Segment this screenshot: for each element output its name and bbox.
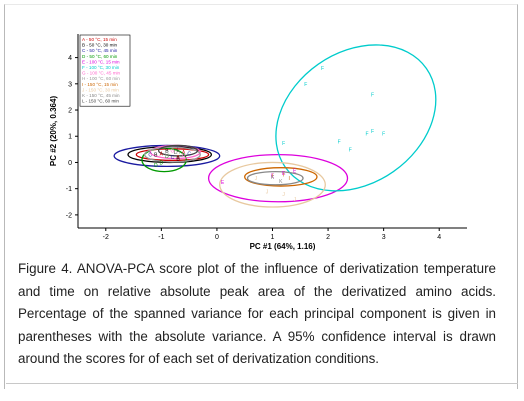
x-tick-label: 0: [215, 234, 219, 241]
confidence-ellipse-k: [246, 170, 304, 186]
confidence-ellipse-h: [144, 146, 201, 163]
legend-entry-l: L - 150 °C, 60 min: [82, 99, 119, 104]
score-point-h: H: [165, 153, 169, 159]
score-point-a: A: [176, 155, 180, 161]
x-tick-label: 2: [326, 234, 330, 241]
score-point-f: F: [371, 129, 374, 135]
y-tick-label: -2: [66, 212, 72, 219]
legend-entry-k: K - 150 °C, 45 min: [82, 93, 120, 98]
score-point-f: F: [321, 66, 324, 72]
figure-frame: [4, 4, 518, 389]
confidence-ellipse-j: [219, 161, 326, 208]
confidence-ellipses: [113, 44, 437, 208]
score-point-c: C: [148, 153, 152, 159]
score-point-f: F: [349, 147, 352, 153]
legend-entry-c: C - 50 °C, 45 min: [82, 48, 118, 53]
legend-entry-d: D - 50 °C, 60 min: [82, 54, 118, 59]
score-point-f: F: [282, 141, 285, 147]
x-tick-label: 4: [437, 234, 441, 241]
x-tick-label: -2: [103, 234, 109, 241]
y-axis-label: PC #2 (20%, 0.364): [49, 96, 58, 167]
score-point-d: D: [160, 160, 164, 166]
legend-entry-g: G - 100 °C, 45 min: [82, 71, 121, 76]
score-point-e: E: [221, 180, 225, 186]
y-tick-label: 1: [68, 134, 72, 141]
score-point-d: D: [165, 154, 169, 160]
x-tick-label: -1: [158, 234, 164, 241]
x-tick-label: 3: [382, 234, 386, 241]
x-tick-label: 1: [271, 234, 275, 241]
score-point-k: K: [271, 175, 275, 181]
legend-box: [79, 34, 131, 107]
score-point-g: G: [182, 153, 186, 159]
confidence-ellipse-e: [207, 153, 349, 203]
confidence-ellipse-f: [275, 44, 437, 192]
score-point-f: F: [304, 82, 307, 88]
y-tick-label: 0: [68, 160, 72, 167]
legend-entry-a: A - 50 °C, 15 min: [82, 37, 117, 42]
score-point-f: F: [338, 139, 341, 145]
score-point-c: C: [171, 155, 175, 161]
score-point-i: I: [272, 174, 273, 180]
axes: -2 -1 0 1 2 3 4 -2 -1 0 1 2 3 4: [66, 34, 467, 241]
score-point-j: J: [293, 197, 296, 203]
score-point-f: F: [365, 132, 368, 138]
score-point-f: F: [382, 132, 385, 138]
legend-entry-j: J - 150 °C, 30 min: [82, 87, 119, 92]
confidence-ellipse-l: [157, 144, 199, 157]
y-tick-label: 4: [68, 55, 72, 62]
score-point-b: B: [154, 153, 158, 159]
score-point-b: B: [176, 157, 180, 163]
x-axis-label: PC #1 (64%, 1.16): [250, 242, 316, 251]
legend-entry-b: B - 50 °C, 30 min: [82, 43, 117, 48]
score-point-e: E: [282, 171, 286, 177]
y-tick-label: 3: [68, 81, 72, 88]
score-point-a: A: [160, 151, 164, 157]
legend-entry-e: E - 100 °C, 15 min: [82, 59, 120, 64]
score-point-h: H: [176, 150, 180, 156]
figure-caption: Figure 4. ANOVA-PCA score plot of the in…: [18, 261, 496, 366]
score-point-c: C: [187, 151, 191, 157]
y-tick-label: -1: [66, 186, 72, 193]
score-point-f: F: [371, 92, 374, 98]
score-point-d: D: [154, 163, 158, 169]
score-point-i: I: [283, 172, 284, 178]
score-point-l: L: [174, 150, 177, 156]
score-point-a: A: [182, 150, 186, 156]
score-point-j: J: [266, 189, 269, 195]
score-point-g: G: [171, 149, 175, 155]
bottom-divider: [6, 383, 518, 384]
legend-entry-h: H - 100 °C, 60 min: [82, 76, 120, 81]
score-point-k: K: [279, 179, 283, 185]
score-point-e: E: [293, 168, 297, 174]
score-point-j: J: [282, 192, 285, 198]
legend-entry-i: I - 150 °C, 15 min: [82, 82, 118, 87]
score-point-b: B: [165, 149, 169, 155]
score-point-i: I: [288, 176, 289, 182]
y-tick-label: 2: [68, 108, 72, 115]
score-point-e: E: [271, 174, 275, 180]
confidence-ellipse-i: [244, 167, 318, 187]
score-point-j: J: [255, 176, 258, 182]
legend-entry-f: F - 100 °C, 30 min: [82, 65, 120, 70]
score-point-l: L: [177, 147, 180, 153]
